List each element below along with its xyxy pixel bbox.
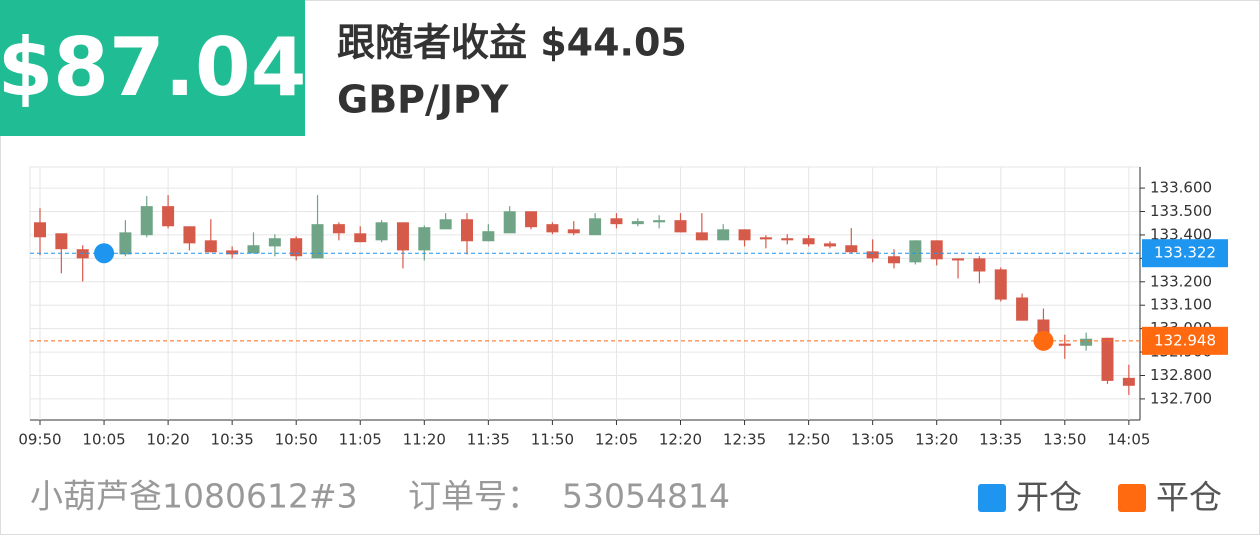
y-tick-label: 133.600: [1150, 179, 1212, 197]
y-tick-label: 133.400: [1150, 225, 1212, 243]
x-tick-label: 10:50: [275, 431, 318, 449]
candle-body: [461, 219, 473, 242]
y-tick-label: 132.700: [1150, 389, 1212, 407]
x-tick-label: 13:20: [915, 431, 958, 449]
candle-body: [802, 238, 815, 245]
profit: $87.04: [0, 21, 306, 114]
x-tick-label: 12:50: [787, 431, 830, 449]
x-tick-label: 11:35: [467, 431, 510, 449]
candle-body: [589, 218, 602, 236]
position-label-box: [1142, 239, 1228, 268]
x-tick-label: 11:05: [339, 431, 382, 449]
candle-body: [546, 224, 559, 233]
candle-body: [653, 220, 666, 223]
x-tick-label: 10:05: [82, 431, 125, 449]
follower-profit: 跟随者收益 $44.05: [337, 21, 687, 65]
candle-body: [759, 237, 772, 240]
candle-body: [717, 229, 730, 241]
candle-body: [34, 222, 46, 238]
y-tick-label: 133.500: [1150, 202, 1212, 220]
x-tick-label: 13:05: [851, 431, 894, 449]
x-tick-label: 12:35: [723, 431, 766, 449]
position-marker: [1033, 330, 1054, 351]
position-label: 133.322: [1154, 244, 1216, 262]
candle-body: [930, 240, 943, 260]
candle-body: [1058, 343, 1071, 346]
candle-body: [354, 233, 367, 243]
candle-body: [567, 229, 580, 234]
legend-swatch: [978, 484, 1006, 512]
candle-body: [845, 245, 858, 253]
position-marker: [94, 243, 115, 264]
y-tick-label: 132.800: [1150, 366, 1212, 384]
x-tick-label: 11:50: [531, 431, 574, 449]
candle-body: [204, 240, 217, 253]
pair: GBP/JPY: [337, 78, 509, 122]
candle-body: [311, 224, 324, 259]
x-tick-label: 10:20: [146, 431, 189, 449]
candle-body: [525, 211, 538, 228]
candle-body: [76, 249, 89, 259]
candle-body: [674, 220, 687, 233]
candle-body: [695, 232, 708, 241]
candle-body: [55, 233, 68, 250]
user: 小葫芦爸1080612#3: [30, 477, 358, 516]
x-tick-label: 13:50: [1043, 431, 1086, 449]
candle-body: [140, 206, 153, 236]
candle-body: [1101, 337, 1114, 381]
candle-body: [610, 218, 623, 225]
x-tick-label: 11:20: [403, 431, 446, 449]
x-tick-label: 09:50: [18, 431, 61, 449]
candle-body: [781, 238, 794, 241]
legend-swatch: [1118, 484, 1146, 512]
x-tick-label: 14:05: [1107, 431, 1150, 449]
candle-body: [119, 232, 132, 255]
candle-body: [375, 222, 388, 241]
candle-body: [503, 211, 516, 234]
x-tick-label: 13:35: [979, 431, 1022, 449]
legend-label: 开仓: [1016, 478, 1082, 517]
candle-body: [866, 251, 879, 259]
candle-body: [738, 229, 751, 241]
candle-body: [226, 250, 239, 255]
candle-body: [1016, 297, 1029, 321]
candle-body: [183, 226, 196, 244]
order-label: 订单号：: [408, 477, 540, 516]
candle-body: [973, 258, 986, 272]
candle-body: [290, 238, 303, 257]
candle-body: [1122, 377, 1135, 386]
y-tick-label: 133.100: [1150, 296, 1212, 314]
x-tick-label: 12:20: [659, 431, 702, 449]
candle-body: [909, 240, 922, 263]
candle-body: [823, 243, 836, 247]
chart: 132.700132.800132.900133.000133.100133.2…: [18, 167, 1228, 449]
order-no: 53054814: [562, 477, 730, 516]
position-label: 132.948: [1154, 331, 1216, 349]
candle-body: [631, 221, 644, 225]
profit-box: [0, 0, 305, 136]
y-tick-label: 133.200: [1150, 272, 1212, 290]
candle-body: [888, 256, 900, 264]
x-tick-label: 10:35: [211, 431, 254, 449]
candle-body: [396, 222, 409, 251]
position-label-box: [1142, 326, 1228, 355]
candle-body: [952, 258, 965, 261]
candle-body: [332, 224, 345, 234]
candle-body: [439, 219, 452, 230]
candle-body: [994, 269, 1007, 300]
candle-body: [162, 206, 175, 227]
candle-body: [1080, 338, 1093, 346]
x-tick-label: 12:05: [595, 431, 638, 449]
candle-body: [268, 238, 281, 247]
candle-body: [247, 245, 260, 254]
candle-body: [418, 227, 431, 251]
candle-body: [482, 231, 495, 242]
legend-label: 平仓: [1156, 478, 1222, 517]
